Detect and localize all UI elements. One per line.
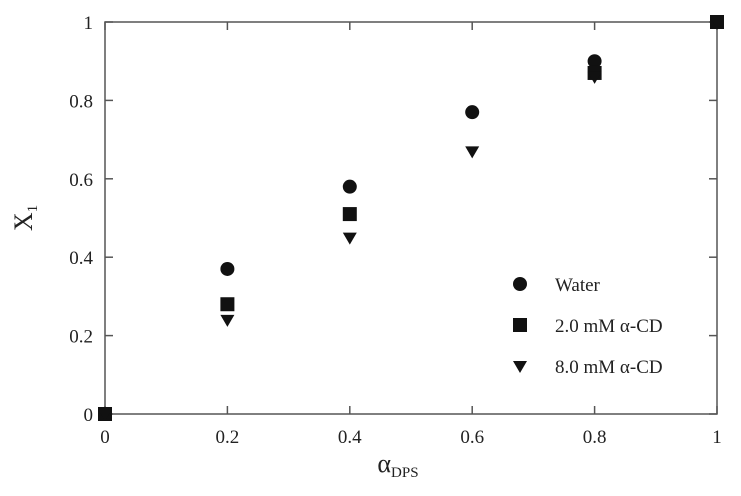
legend-label: 2.0 mM α-CD (555, 316, 663, 337)
data-point-circle (587, 54, 602, 69)
data-point-square (220, 297, 235, 312)
x-tick-label: 0 (100, 427, 110, 448)
y-tick-label: 0 (84, 405, 94, 426)
y-tick-label: 0.6 (69, 170, 93, 191)
y-tick-label: 0.4 (69, 248, 93, 269)
x-tick-label: 0.2 (216, 427, 240, 448)
y-tick-label: 1 (84, 13, 94, 34)
legend-marker-square (513, 318, 527, 332)
y-tick-label: 0.2 (69, 327, 93, 348)
legend-label: Water (555, 275, 601, 296)
legend-marker-circle (513, 277, 527, 291)
data-point-triangle-down (98, 409, 112, 421)
x-tick-label: 0.6 (460, 427, 484, 448)
x-tick-label: 0.8 (583, 427, 607, 448)
data-point-circle (220, 261, 235, 276)
y-tick-label: 0.8 (69, 91, 93, 112)
data-point-circle (465, 105, 480, 120)
legend-label: 8.0 mM α-CD (555, 357, 663, 378)
data-point-triangle-down (587, 71, 602, 84)
x-tick-label: 0.4 (338, 427, 362, 448)
data-point-square (342, 207, 357, 222)
plot-frame (104, 21, 718, 415)
x-tick-label: 1 (712, 427, 722, 448)
x-axis-label: αDPS (377, 449, 418, 481)
legend-marker-triangle-down (513, 361, 527, 373)
data-point-triangle-down (465, 146, 480, 159)
y-axis-label: X1 (9, 205, 41, 231)
data-point-triangle-down (342, 232, 357, 245)
data-point-triangle-down (220, 314, 235, 327)
data-point-triangle-down (710, 17, 724, 29)
data-point-circle (342, 179, 357, 194)
legend: Water 2.0 mM α-CD 8.0 mM α-CD (513, 275, 663, 378)
